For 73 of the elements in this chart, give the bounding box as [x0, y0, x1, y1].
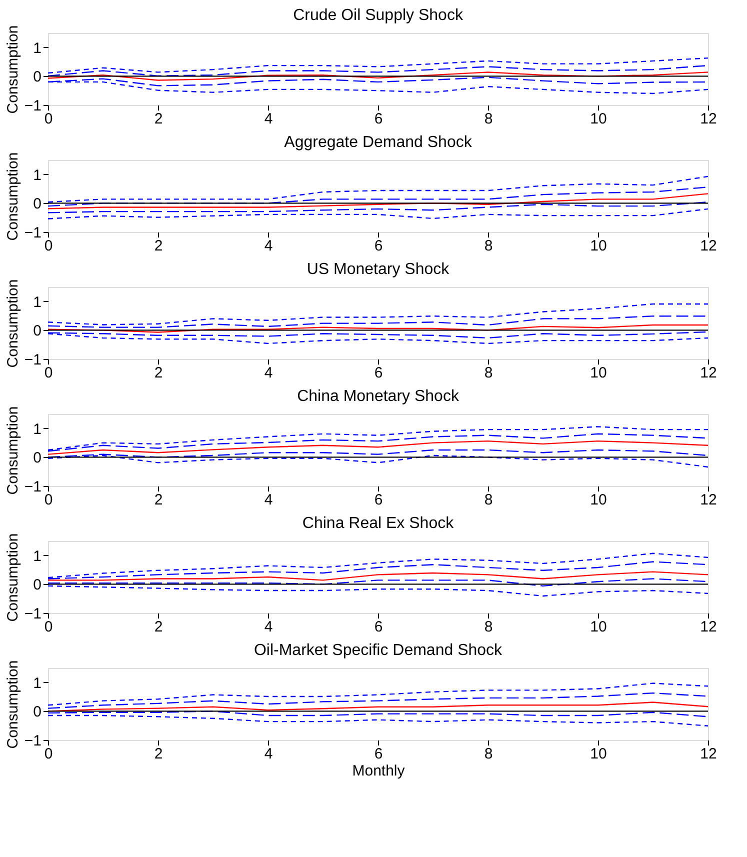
x-tick-label: 4	[264, 492, 273, 508]
x-tick-label: 4	[264, 618, 273, 636]
x-tick-label: 4	[264, 746, 273, 762]
x-tick-label: 10	[590, 238, 607, 254]
x-tick-label: 2	[154, 110, 163, 128]
x-tick-label: 0	[44, 618, 53, 636]
x-tick-label: 4	[264, 238, 273, 254]
x-tick-label: 4	[264, 364, 273, 382]
x-tick-label: 2	[154, 238, 163, 254]
x-tick-label: 12	[700, 492, 717, 508]
x-tick-label: 2	[154, 492, 163, 508]
y-tick-label: 0	[33, 322, 42, 340]
y-axis-title: Consumption	[4, 660, 22, 749]
chart-title: China Real Ex Shock	[302, 514, 455, 532]
y-axis-title: Consumption	[4, 533, 22, 622]
x-tick-label: 12	[700, 364, 717, 382]
x-tick-label: 8	[484, 618, 493, 636]
x-tick-label: 12	[700, 110, 717, 128]
y-tick-label: 0	[33, 68, 42, 86]
x-axis-title: Monthly	[352, 762, 406, 780]
x-tick-label: 0	[44, 746, 53, 762]
x-tick-label: 10	[590, 746, 607, 762]
x-tick-label: 4	[264, 110, 273, 128]
x-tick-label: 2	[154, 746, 163, 762]
x-tick-label: 12	[700, 618, 717, 636]
x-tick-label: 2	[154, 364, 163, 382]
y-tick-label: 1	[33, 166, 42, 184]
y-tick-label: −1	[24, 352, 42, 368]
x-tick-label: 2	[154, 618, 163, 636]
x-tick-label: 6	[374, 110, 383, 128]
y-tick-label: 0	[33, 196, 42, 213]
x-tick-label: 10	[590, 110, 607, 128]
y-axis-title: Consumption	[4, 406, 22, 495]
x-tick-label: 0	[44, 110, 53, 128]
x-tick-label: 10	[590, 492, 607, 508]
x-tick-label: 12	[700, 746, 717, 762]
y-tick-label: 0	[33, 704, 42, 721]
x-tick-label: 8	[484, 746, 493, 762]
chart-title: Crude Oil Supply Shock	[293, 6, 464, 24]
y-tick-label: −1	[24, 478, 42, 496]
y-tick-label: −1	[24, 98, 42, 114]
x-tick-label: 6	[374, 492, 383, 508]
y-tick-label: 0	[33, 450, 42, 467]
y-axis-title: Consumption	[4, 25, 22, 114]
y-tick-label: 0	[33, 576, 42, 594]
x-tick-label: 8	[484, 238, 493, 254]
x-tick-label: 0	[44, 364, 53, 382]
chart-title: Oil-Market Specific Demand Shock	[254, 642, 504, 659]
x-tick-label: 0	[44, 492, 53, 508]
x-tick-label: 8	[484, 364, 493, 382]
x-tick-label: 6	[374, 746, 383, 762]
x-tick-label: 10	[590, 618, 607, 636]
y-axis-title: Consumption	[4, 152, 22, 241]
x-tick-label: 8	[484, 492, 493, 508]
y-tick-label: 1	[33, 420, 42, 438]
chart-title: China Monetary Shock	[297, 388, 460, 405]
x-tick-label: 6	[374, 364, 383, 382]
chart-title: Aggregate Demand Shock	[284, 134, 473, 151]
y-tick-label: 1	[33, 294, 42, 311]
y-axis-title: Consumption	[4, 279, 22, 368]
x-tick-label: 12	[700, 238, 717, 254]
x-tick-label: 8	[484, 110, 493, 128]
y-tick-label: −1	[24, 224, 42, 242]
y-tick-label: −1	[24, 606, 42, 622]
chart-title: US Monetary Shock	[306, 260, 450, 278]
x-tick-label: 6	[374, 238, 383, 254]
x-tick-label: 6	[374, 618, 383, 636]
y-tick-label: −1	[24, 732, 42, 750]
y-tick-label: 1	[33, 40, 42, 57]
x-tick-label: 10	[590, 364, 607, 382]
x-tick-label: 0	[44, 238, 53, 254]
y-tick-label: 1	[33, 548, 42, 565]
y-tick-label: 1	[33, 674, 42, 692]
